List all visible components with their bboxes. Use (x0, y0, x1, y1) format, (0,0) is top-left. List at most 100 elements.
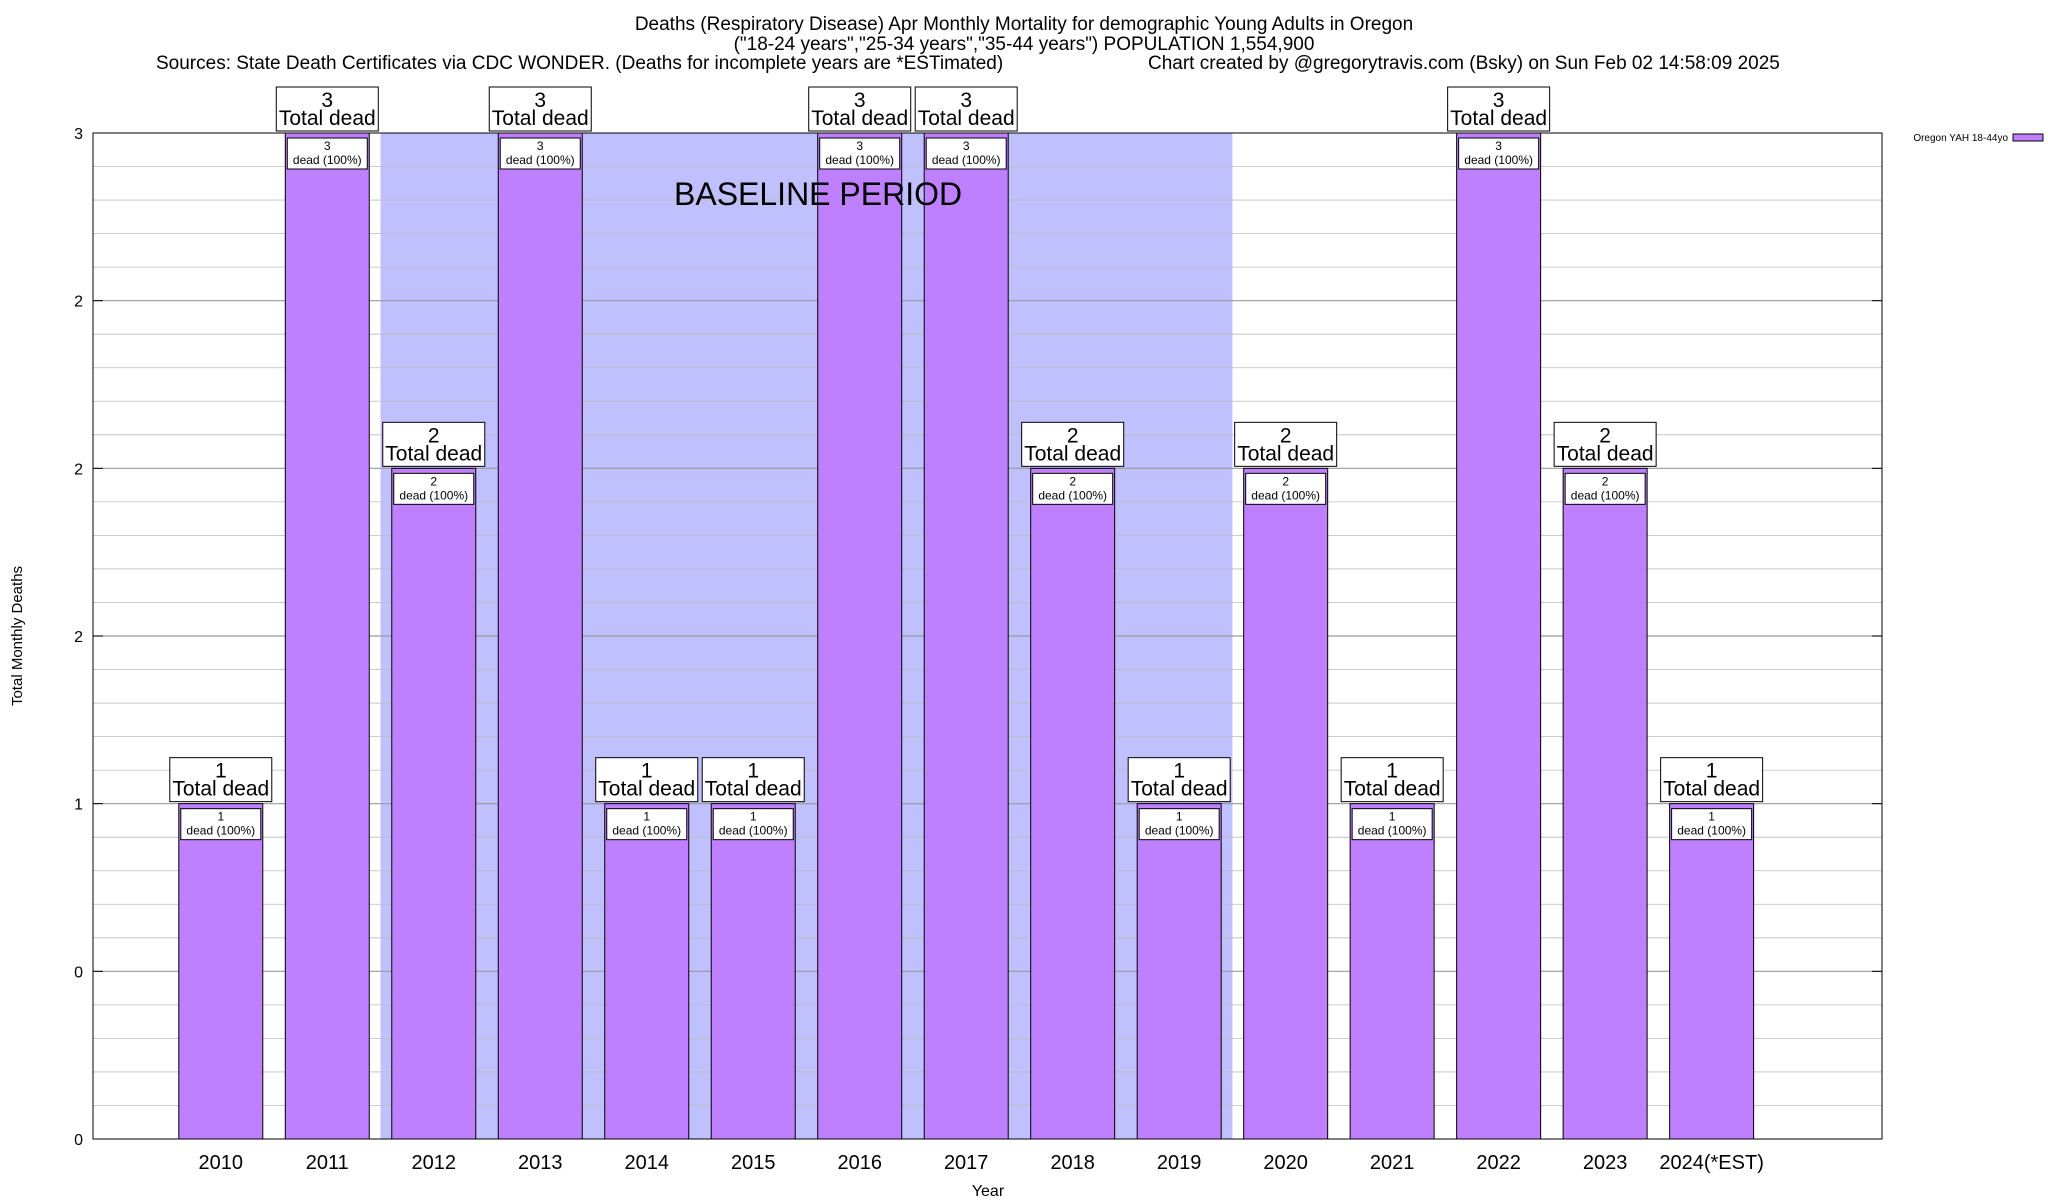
x-tick-label: 2018 (1050, 1152, 1095, 1174)
inner-label-box (712, 808, 794, 841)
total-label-box (169, 757, 273, 803)
legend-label: Oregon YAH 18-44yo (1913, 133, 2008, 144)
total-label-box (488, 86, 592, 132)
inner-label-box (1138, 808, 1220, 841)
total-label-count: 1 (1386, 760, 1398, 783)
bar-2016 (817, 132, 903, 1140)
x-tick-label: 2010 (199, 1152, 244, 1174)
inner-label-count: 2 (1282, 474, 1289, 488)
x-tick-label: 2012 (412, 1152, 457, 1174)
baseline-label: BASELINE PERIOD (674, 176, 962, 212)
chart-title: Deaths (Respiratory Disease) Apr Monthly… (634, 14, 1414, 35)
total-label-text: Total dead (492, 107, 589, 130)
total-label-text: Total dead (172, 778, 269, 801)
total-label-count: 2 (1599, 424, 1611, 447)
inner-label-box (1032, 472, 1114, 505)
total-label-text: Total dead (1557, 442, 1654, 465)
y-tick-label: 2 (74, 461, 83, 478)
total-label-box (275, 86, 379, 132)
total-label-count: 3 (321, 89, 333, 112)
x-tick-label: 2015 (731, 1152, 776, 1174)
inner-label-text: dead (100%) (1251, 488, 1320, 502)
inner-label-box (1564, 472, 1646, 505)
inner-label-box (393, 472, 475, 505)
inner-label-text: dead (100%) (1677, 824, 1746, 838)
chart-source: Sources: State Death Certificates via CD… (156, 53, 1004, 74)
inner-label-count: 1 (217, 810, 224, 824)
bar-2019 (1136, 803, 1222, 1140)
x-tick-label: 2021 (1370, 1152, 1415, 1174)
total-label-text: Total dead (1131, 778, 1228, 801)
inner-label-text: dead (100%) (932, 153, 1001, 167)
bar-2022 (1456, 132, 1542, 1140)
y-tick-label: 1 (74, 797, 83, 814)
y-tick-label: 0 (74, 1132, 83, 1149)
bar-2015 (710, 803, 796, 1140)
x-tick-label: 2023 (1583, 1152, 1628, 1174)
total-label-count: 2 (1280, 424, 1292, 447)
total-label-box (1553, 421, 1657, 467)
total-label-text: Total dead (1344, 778, 1441, 801)
bar-2023 (1562, 467, 1648, 1140)
total-label-box (914, 86, 1018, 132)
inner-label-text: dead (100%) (1571, 488, 1640, 502)
total-label-box (1021, 421, 1125, 467)
bar-2013 (497, 132, 583, 1140)
total-label-box (808, 86, 912, 132)
bar-2017 (923, 132, 1009, 1140)
y-tick-label: 2 (74, 629, 83, 646)
inner-label-text: dead (100%) (1145, 824, 1214, 838)
total-label-text: Total dead (1237, 442, 1334, 465)
total-label-count: 1 (641, 760, 653, 783)
bar-2010 (178, 803, 264, 1140)
inner-label-count: 1 (643, 810, 650, 824)
x-tick-label: 2016 (837, 1152, 882, 1174)
inner-label-count: 2 (1069, 474, 1076, 488)
total-label-count: 2 (1067, 424, 1079, 447)
total-label-count: 3 (1493, 89, 1505, 112)
inner-label-count: 2 (1602, 474, 1609, 488)
inner-label-text: dead (100%) (825, 153, 894, 167)
bar-2011 (284, 132, 370, 1140)
inner-label-box (1458, 137, 1540, 170)
total-label-count: 1 (747, 760, 759, 783)
total-label-text: Total dead (918, 107, 1015, 130)
inner-label-box (286, 137, 368, 170)
total-label-count: 2 (428, 424, 440, 447)
x-tick-label: 2024(*EST) (1659, 1152, 1764, 1174)
bar-2021 (1349, 803, 1435, 1140)
inner-label-count: 3 (324, 139, 331, 153)
inner-label-count: 1 (1708, 810, 1715, 824)
bar-2012 (391, 467, 477, 1140)
total-label-count: 1 (1706, 760, 1718, 783)
inner-label-box (499, 137, 581, 170)
total-label-text: Total dead (811, 107, 908, 130)
bar-2018 (1030, 467, 1116, 1140)
total-label-box (701, 757, 805, 803)
total-label-text: Total dead (385, 442, 482, 465)
total-label-count: 1 (215, 760, 227, 783)
inner-label-box (1245, 472, 1327, 505)
inner-label-count: 3 (537, 139, 544, 153)
x-tick-label: 2011 (306, 1152, 349, 1174)
total-label-box (1127, 757, 1231, 803)
chart-credit: Chart created by @gregorytravis.com (Bsk… (1148, 53, 1780, 74)
inner-label-count: 1 (1389, 810, 1396, 824)
total-label-text: Total dead (1450, 107, 1547, 130)
total-label-box (1234, 421, 1338, 467)
total-label-count: 1 (1173, 760, 1185, 783)
inner-label-text: dead (100%) (399, 488, 468, 502)
total-label-box (595, 757, 699, 803)
inner-label-text: dead (100%) (293, 153, 362, 167)
inner-label-count: 3 (856, 139, 863, 153)
inner-label-box (925, 137, 1007, 170)
x-axis-label: Year (972, 1183, 1005, 1200)
x-tick-label: 2019 (1157, 1152, 1202, 1174)
x-tick-label: 2014 (624, 1152, 669, 1174)
inner-label-count: 1 (1176, 810, 1183, 824)
total-label-text: Total dead (705, 778, 802, 801)
plot-frame (92, 132, 1883, 1140)
total-label-text: Total dead (1024, 442, 1121, 465)
